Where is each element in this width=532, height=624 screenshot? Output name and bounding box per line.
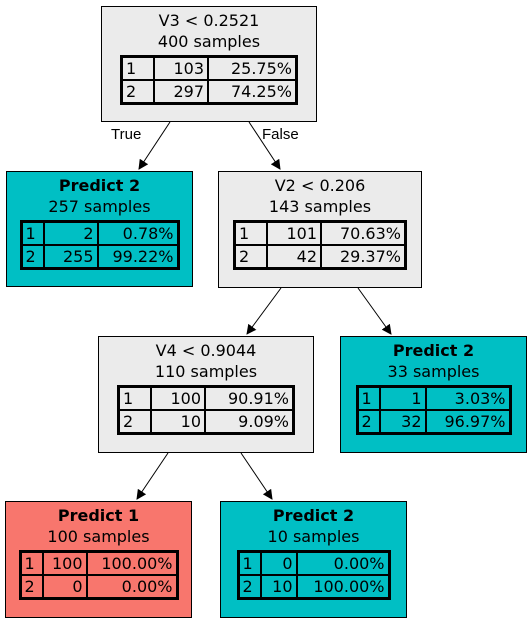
node-leaf-b-samples: 33 samples bbox=[387, 362, 480, 381]
percent-cell: 70.63% bbox=[321, 222, 405, 245]
count-cell: 1 bbox=[379, 387, 426, 410]
node-leaf-a-table: 1 2 0.78% 2 255 99.22% bbox=[19, 220, 180, 270]
node-leaf-b: Predict 2 33 samples 1 1 3.03% 2 32 96.9… bbox=[340, 336, 527, 453]
node-root-title: V3 < 0.2521 bbox=[158, 11, 260, 30]
class-cell: 2 bbox=[235, 245, 267, 268]
count-cell: 0 bbox=[260, 552, 297, 575]
percent-cell: 100.00% bbox=[296, 575, 389, 598]
node-leaf-a-title: Predict 2 bbox=[58, 176, 141, 195]
edge-label-false: False bbox=[262, 126, 299, 143]
table-row: 1 1 3.03% bbox=[357, 387, 510, 410]
node-leaf-d: Predict 2 10 samples 1 0 0.00% 2 10 100.… bbox=[220, 501, 407, 618]
count-cell: 2 bbox=[43, 222, 98, 245]
percent-cell: 99.22% bbox=[97, 245, 178, 268]
count-cell: 10 bbox=[260, 575, 297, 598]
class-cell: 1 bbox=[119, 387, 151, 410]
percent-cell: 90.91% bbox=[205, 387, 293, 410]
table-row: 2 297 74.25% bbox=[122, 80, 296, 103]
node-leaf-d-samples: 10 samples bbox=[267, 527, 360, 546]
edge-split-v2-to-split-v4 bbox=[246, 287, 282, 335]
class-cell: 2 bbox=[238, 575, 261, 598]
percent-cell: 9.09% bbox=[205, 410, 293, 433]
percent-cell: 0.00% bbox=[86, 575, 177, 598]
table-row: 1 103 25.75% bbox=[122, 57, 296, 80]
edge-split-v4-to-leaf-d bbox=[240, 452, 273, 500]
node-leaf-d-title: Predict 2 bbox=[272, 506, 355, 525]
count-cell: 100 bbox=[151, 387, 205, 410]
class-cell: 2 bbox=[20, 575, 43, 598]
node-leaf-c-samples: 100 samples bbox=[47, 527, 150, 546]
node-split-v4: V4 < 0.9044 110 samples 1 100 90.91% 2 1… bbox=[98, 336, 314, 453]
percent-cell: 3.03% bbox=[425, 387, 510, 410]
class-cell: 1 bbox=[238, 552, 261, 575]
node-root-samples: 400 samples bbox=[157, 32, 261, 51]
percent-cell: 0.00% bbox=[296, 552, 389, 575]
table-row: 1 100 90.91% bbox=[119, 387, 293, 410]
edge-root-to-leaf-a bbox=[138, 121, 171, 170]
count-cell: 255 bbox=[43, 245, 98, 268]
node-leaf-b-table: 1 1 3.03% 2 32 96.97% bbox=[355, 385, 512, 435]
table-row: 2 42 29.37% bbox=[235, 245, 405, 268]
count-cell: 32 bbox=[379, 410, 426, 433]
class-cell: 2 bbox=[357, 410, 380, 433]
count-cell: 100 bbox=[42, 552, 87, 575]
class-cell: 1 bbox=[357, 387, 380, 410]
class-cell: 2 bbox=[21, 245, 44, 268]
node-split-v4-samples: 110 samples bbox=[154, 362, 258, 381]
table-row: 2 10 100.00% bbox=[238, 575, 389, 598]
node-leaf-a: Predict 2 257 samples 1 2 0.78% 2 255 99… bbox=[6, 171, 193, 287]
count-cell: 0 bbox=[42, 575, 87, 598]
table-row: 2 0 0.00% bbox=[20, 575, 177, 598]
percent-cell: 100.00% bbox=[86, 552, 177, 575]
count-cell: 103 bbox=[154, 57, 208, 80]
class-cell: 1 bbox=[20, 552, 43, 575]
node-leaf-c-table: 1 100 100.00% 2 0 0.00% bbox=[18, 550, 179, 600]
table-row: 1 100 100.00% bbox=[20, 552, 177, 575]
percent-cell: 0.78% bbox=[97, 222, 178, 245]
node-split-v4-title: V4 < 0.9044 bbox=[155, 341, 257, 360]
node-leaf-c: Predict 1 100 samples 1 100 100.00% 2 0 … bbox=[5, 501, 192, 618]
table-row: 1 2 0.78% bbox=[21, 222, 178, 245]
percent-cell: 96.97% bbox=[425, 410, 510, 433]
count-cell: 101 bbox=[267, 222, 321, 245]
count-cell: 42 bbox=[267, 245, 321, 268]
count-cell: 10 bbox=[151, 410, 205, 433]
class-cell: 1 bbox=[21, 222, 44, 245]
class-cell: 2 bbox=[119, 410, 151, 433]
node-split-v2-table: 1 101 70.63% 2 42 29.37% bbox=[233, 220, 407, 270]
edge-root-to-split-v2 bbox=[248, 121, 281, 170]
node-root-table: 1 103 25.75% 2 297 74.25% bbox=[120, 55, 298, 105]
node-split-v4-table: 1 100 90.91% 2 10 9.09% bbox=[117, 385, 295, 435]
node-split-v2: V2 < 0.206 143 samples 1 101 70.63% 2 42… bbox=[218, 171, 422, 288]
node-leaf-b-title: Predict 2 bbox=[392, 341, 475, 360]
percent-cell: 25.75% bbox=[208, 57, 296, 80]
node-split-v2-title: V2 < 0.206 bbox=[274, 176, 366, 195]
count-cell: 297 bbox=[154, 80, 208, 103]
edge-split-v4-to-leaf-c bbox=[136, 452, 169, 500]
class-cell: 1 bbox=[235, 222, 267, 245]
table-row: 2 255 99.22% bbox=[21, 245, 178, 268]
edge-label-true: True bbox=[111, 126, 142, 143]
class-cell: 2 bbox=[122, 80, 154, 103]
table-row: 2 32 96.97% bbox=[357, 410, 510, 433]
class-cell: 1 bbox=[122, 57, 154, 80]
node-leaf-d-table: 1 0 0.00% 2 10 100.00% bbox=[236, 550, 391, 600]
percent-cell: 29.37% bbox=[321, 245, 405, 268]
table-row: 2 10 9.09% bbox=[119, 410, 293, 433]
percent-cell: 74.25% bbox=[208, 80, 296, 103]
node-root: V3 < 0.2521 400 samples 1 103 25.75% 2 2… bbox=[101, 6, 317, 122]
node-leaf-a-samples: 257 samples bbox=[48, 197, 151, 216]
node-leaf-c-title: Predict 1 bbox=[57, 506, 140, 525]
edge-split-v2-to-leaf-b bbox=[357, 287, 392, 335]
table-row: 1 0 0.00% bbox=[238, 552, 389, 575]
table-row: 1 101 70.63% bbox=[235, 222, 405, 245]
node-split-v2-samples: 143 samples bbox=[268, 197, 372, 216]
